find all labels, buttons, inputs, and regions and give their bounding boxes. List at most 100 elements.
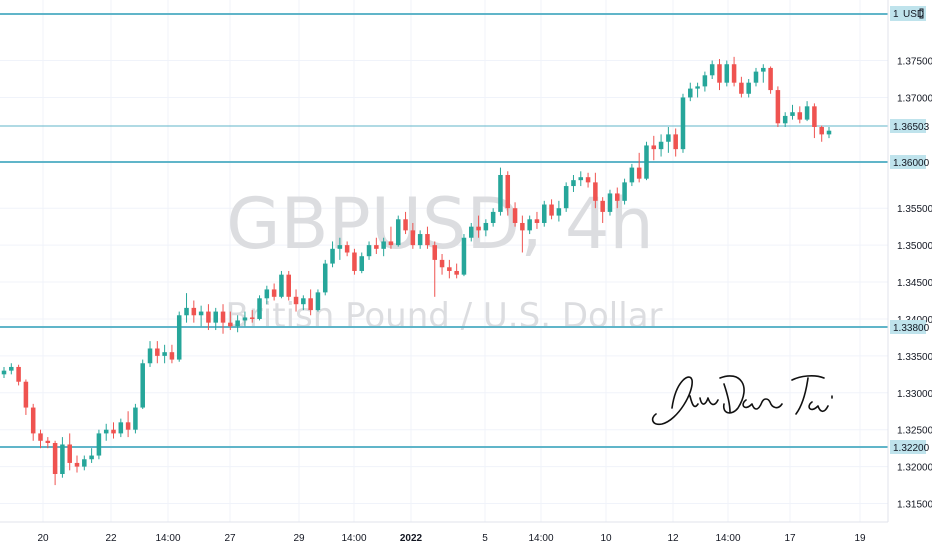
- candle-body: [176, 315, 182, 360]
- candle-body: [337, 245, 343, 249]
- candle: [293, 289, 299, 312]
- level-price-label-bg: [890, 440, 926, 454]
- candle-body: [768, 67, 773, 91]
- candle-body: [622, 182, 627, 201]
- time-tick-label: 14:00: [341, 533, 366, 544]
- time-tick-label: 27: [224, 533, 236, 544]
- candle: [213, 307, 218, 331]
- candle: [804, 101, 810, 122]
- candle: [600, 197, 605, 223]
- time-axis[interactable]: 20 22 14:00 27 29 14:00 2022 5 14:00 10 12 14:00 17 1…: [0, 521, 888, 544]
- candle-body: [490, 211, 496, 223]
- candle: [235, 315, 240, 333]
- candle-body: [162, 352, 167, 356]
- candle-body: [600, 200, 605, 212]
- candle-body: [563, 186, 569, 209]
- candle-body: [804, 106, 810, 120]
- candle: [242, 311, 248, 327]
- candle-body: [782, 115, 788, 124]
- time-tick-label: 14:00: [715, 533, 740, 544]
- horizontal-levels: [0, 13, 888, 448]
- price-tick-label: 1.35000: [897, 241, 932, 252]
- candle-body: [447, 267, 452, 271]
- candle: [571, 174, 576, 192]
- candle-body: [439, 259, 445, 268]
- candle: [395, 215, 401, 247]
- candle: [169, 344, 175, 364]
- candle: [89, 448, 94, 463]
- candle: [556, 200, 562, 222]
- candle: [228, 311, 233, 331]
- candle-body: [461, 237, 467, 275]
- candle: [819, 125, 824, 142]
- candle-body: [23, 381, 29, 408]
- candle: [593, 172, 598, 209]
- candle: [249, 310, 255, 323]
- candle: [439, 253, 445, 275]
- candle-body: [198, 311, 204, 316]
- candle: [644, 141, 649, 181]
- candle: [731, 56, 737, 87]
- price-axis[interactable]: 1.315001.320001.325001.330001.335001.340…: [887, 0, 932, 522]
- candle-body: [593, 182, 598, 201]
- candle-body: [374, 245, 379, 249]
- candle: [359, 252, 365, 274]
- candle: [82, 455, 87, 471]
- level-price-label: 1.36000: [893, 158, 930, 169]
- candle: [301, 295, 306, 311]
- watermark-symbol: GBPUSD, 4h: [226, 183, 653, 265]
- candle: [403, 211, 408, 235]
- candle-body: [702, 75, 708, 87]
- currency-label[interactable]: 1 USD: [890, 6, 926, 21]
- candle-body: [315, 292, 321, 311]
- candle: [111, 422, 116, 439]
- candle: [125, 411, 131, 438]
- candle-body: [60, 444, 65, 475]
- level-price-label: 1.32200: [893, 443, 930, 454]
- candle: [695, 82, 700, 98]
- candle: [790, 104, 795, 120]
- candle-body: [89, 455, 94, 460]
- candle-body: [213, 311, 218, 323]
- candle-body: [505, 174, 511, 209]
- level-price-label: 1.33800: [893, 323, 930, 334]
- price-tick-label: 1.33500: [897, 352, 932, 363]
- candle: [782, 112, 788, 127]
- candle-body: [607, 193, 613, 212]
- candle-body: [242, 317, 248, 321]
- candle: [133, 403, 138, 434]
- candle: [563, 182, 569, 212]
- candle: [103, 423, 109, 441]
- candle-body: [133, 407, 138, 430]
- price-tick-label: 1.37000: [897, 93, 932, 104]
- candle-body: [9, 366, 14, 371]
- symbol-watermark: GBPUSD, 4h British Pound / U.S. Dollar: [225, 183, 662, 336]
- time-tick-label: 2022: [400, 533, 423, 544]
- candle: [279, 270, 284, 299]
- watermark-description: British Pound / U.S. Dollar: [225, 296, 662, 336]
- candle: [702, 71, 708, 92]
- candle: [271, 283, 277, 301]
- candle: [761, 64, 766, 83]
- candle: [454, 263, 459, 279]
- candle-body: [366, 245, 372, 257]
- currency-indicator-icon: [919, 8, 924, 19]
- candle: [615, 187, 620, 209]
- candle-body: [417, 234, 423, 246]
- price-tick-label: 1.35500: [897, 204, 932, 215]
- price-tick-label: 1.32000: [897, 463, 932, 474]
- candle: [38, 429, 43, 449]
- candle-body: [169, 352, 175, 360]
- candle: [629, 163, 635, 187]
- candle: [220, 304, 226, 334]
- candle-body: [344, 245, 350, 253]
- level-price-label-bg: [890, 119, 926, 133]
- candle: [607, 189, 613, 216]
- candle: [45, 437, 51, 449]
- candle-body: [746, 82, 751, 94]
- price-tick-label: 1.34500: [897, 278, 932, 289]
- candle: [308, 289, 313, 316]
- candle-body: [403, 219, 408, 231]
- candle-body: [96, 433, 102, 456]
